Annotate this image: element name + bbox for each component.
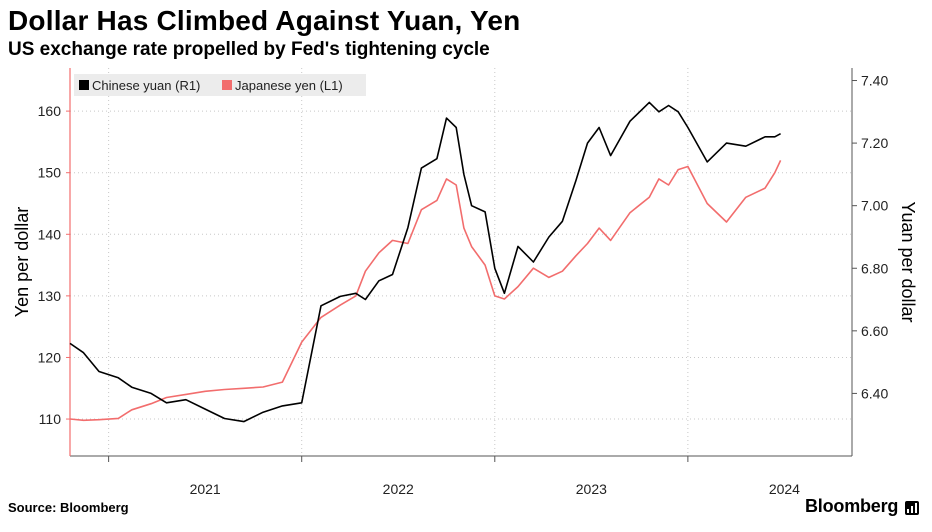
- legend-label-chinese-yuan: Chinese yuan (R1): [92, 78, 200, 93]
- y-left-tick-label: 130: [38, 288, 62, 304]
- x-tick-label: 2022: [383, 481, 414, 497]
- legend-swatch-chinese-yuan: [79, 80, 89, 90]
- y-left-axis-label: Yen per dollar: [12, 207, 32, 317]
- bloomberg-mark-icon: [905, 501, 919, 515]
- y-left-tick-label: 150: [38, 165, 62, 181]
- y-left-tick-label: 110: [39, 411, 62, 427]
- y-left-tick-label: 160: [38, 103, 62, 119]
- y-right-axis-label: Yuan per dollar: [898, 201, 918, 322]
- x-tick-label: 2023: [576, 481, 607, 497]
- y-right-tick-label: 6.40: [861, 385, 888, 401]
- y-right-tick-label: 6.60: [861, 323, 888, 339]
- y-left-tick-label: 140: [38, 226, 62, 242]
- source-note: Source: Bloomberg: [8, 500, 129, 515]
- y-right-tick-label: 7.40: [861, 73, 888, 89]
- series-line-japanese-yen: [69, 160, 782, 422]
- y-right-tick-label: 7.20: [861, 135, 888, 151]
- y-right-tick-label: 6.80: [861, 260, 888, 276]
- chart-title: Dollar Has Climbed Against Yuan, Yen: [8, 5, 521, 36]
- x-tick-label: 2021: [190, 481, 221, 497]
- chart-subtitle: US exchange rate propelled by Fed's tigh…: [8, 39, 490, 60]
- legend-swatch-japanese-yen: [222, 80, 232, 90]
- y-left-tick-label: 120: [38, 349, 62, 365]
- series-line-chinese-yuan: [69, 101, 781, 423]
- legend-label-japanese-yen: Japanese yen (L1): [235, 78, 343, 93]
- x-tick-label: 2024: [769, 481, 800, 497]
- bloomberg-logo: Bloomberg: [805, 496, 899, 516]
- legend-box: [74, 74, 366, 96]
- y-right-tick-label: 7.00: [861, 198, 888, 214]
